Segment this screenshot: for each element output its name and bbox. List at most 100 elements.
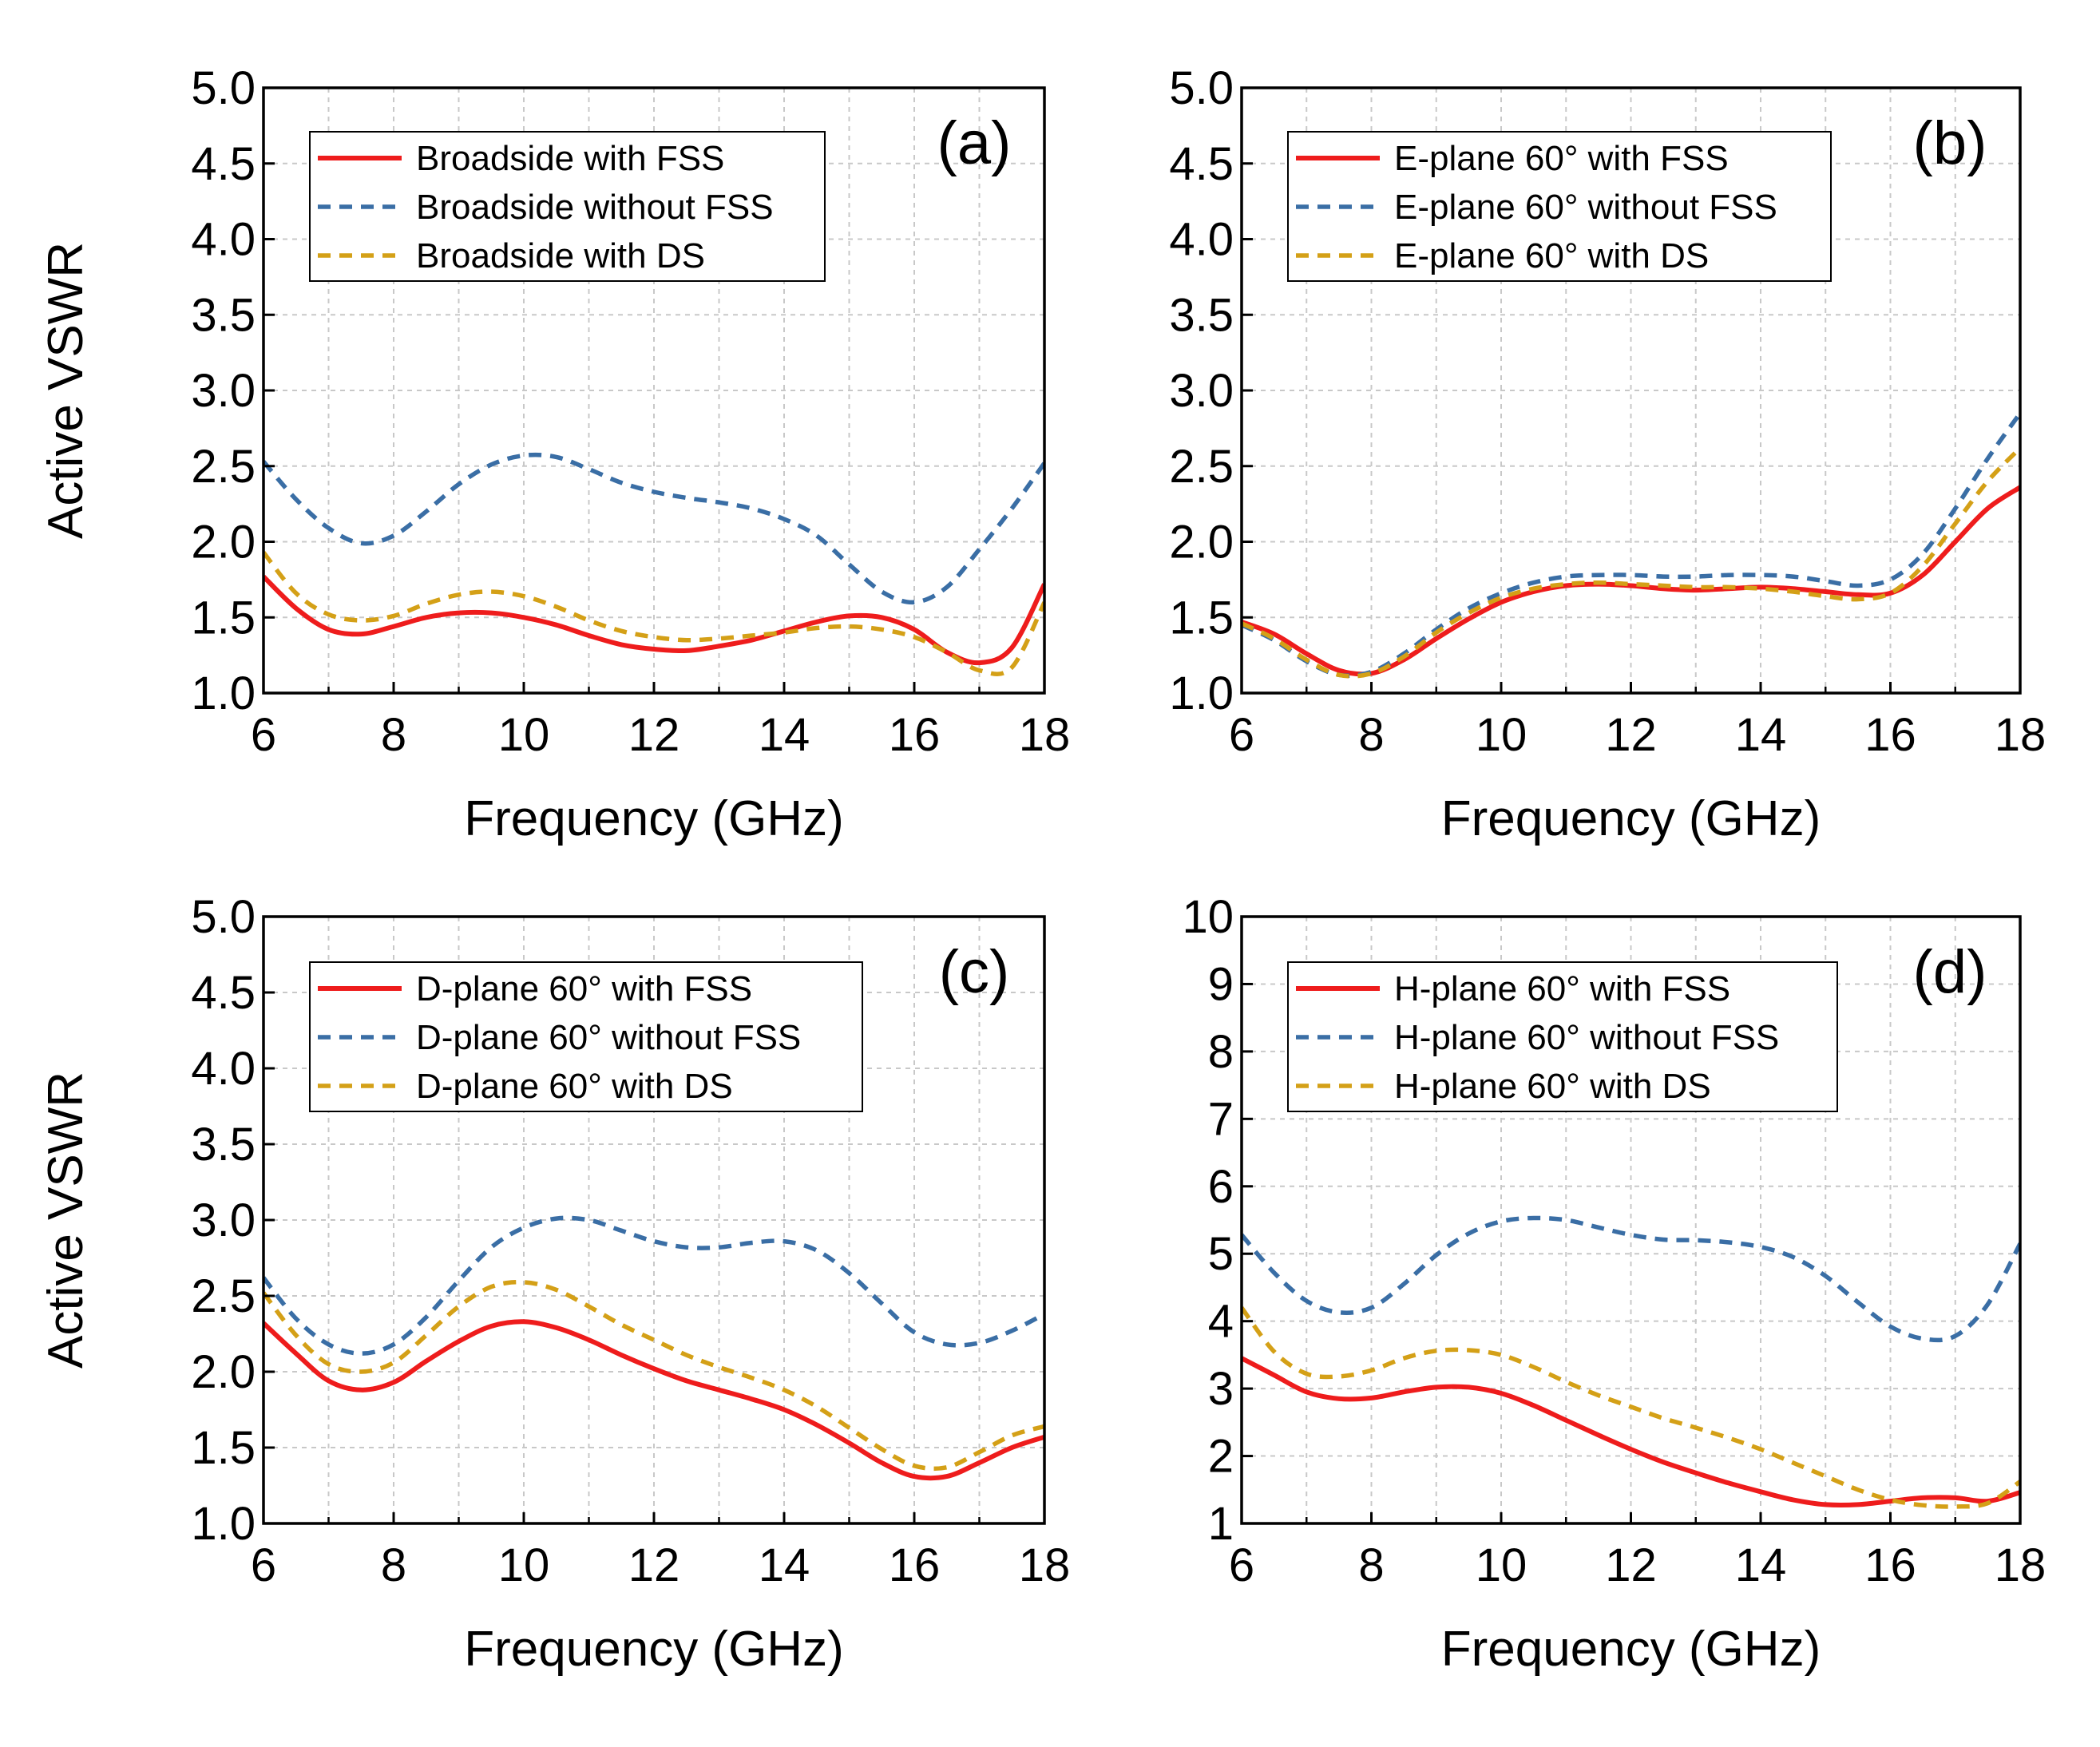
legend-entry: H-plane 60° with DS xyxy=(1394,1067,1711,1106)
x-tick-label: 14 xyxy=(1735,709,1787,761)
series-line xyxy=(263,1215,1044,1356)
series-line xyxy=(263,551,1044,676)
y-tick-label: 4.0 xyxy=(1169,214,1234,266)
y-tick-label: 1.0 xyxy=(1169,668,1234,719)
x-tick-label: 12 xyxy=(1605,709,1657,761)
x-tick-label: 18 xyxy=(1019,1539,1071,1591)
y-tick-label: 3.0 xyxy=(191,1194,256,1246)
y-tick-label: 4.0 xyxy=(191,1043,256,1095)
y-tick-label: 6 xyxy=(1208,1161,1234,1213)
series-line xyxy=(263,1319,1044,1481)
x-tick-label: 12 xyxy=(1605,1539,1657,1591)
y-tick-label: 1.0 xyxy=(191,1498,256,1550)
x-tick-label: 14 xyxy=(1735,1539,1787,1591)
y-tick-label: 2.5 xyxy=(1169,441,1234,493)
legend: E-plane 60° with FSS E-plane 60° without … xyxy=(1287,131,1832,282)
series-line xyxy=(1242,485,2020,677)
legend-entry: D-plane 60° with FSS xyxy=(416,969,752,1008)
legend: Broadside with FSS Broadside without FSS B… xyxy=(309,131,826,282)
series-line xyxy=(263,574,1044,666)
series-line xyxy=(1242,1356,2020,1507)
y-tick-label: 3.5 xyxy=(191,1119,256,1171)
y-tick-label: 1.5 xyxy=(191,1422,256,1474)
legend-entry: Broadside without FSS xyxy=(416,188,774,227)
legend-entry: D-plane 60° without FSS xyxy=(416,1018,801,1057)
series-line xyxy=(263,1280,1044,1472)
y-tick-label: 3.0 xyxy=(191,365,256,417)
x-tick-label: 6 xyxy=(1229,1539,1254,1591)
y-axis-title: Active VSWR xyxy=(38,242,93,539)
y-tick-label: 4.5 xyxy=(191,138,256,190)
series-line xyxy=(1242,411,2020,679)
legend-entry: E-plane 60° with DS xyxy=(1394,236,1709,275)
panel-label: (c) xyxy=(939,938,1010,1006)
legend: H-plane 60° with FSS H-plane 60° without … xyxy=(1287,961,1838,1112)
legend-box xyxy=(309,961,863,1112)
y-tick-label: 1.0 xyxy=(191,668,256,719)
y-tick-label: 4 xyxy=(1208,1296,1234,1348)
y-tick-label: 7 xyxy=(1208,1093,1234,1145)
y-tick-label: 2.0 xyxy=(1169,517,1234,568)
x-tick-label: 8 xyxy=(381,709,406,761)
x-tick-label: 10 xyxy=(498,709,550,761)
y-tick-label: 4.0 xyxy=(191,214,256,266)
panel-label: (d) xyxy=(1913,938,1987,1006)
y-tick-label: 2.0 xyxy=(191,1346,256,1398)
y-tick-label: 2.5 xyxy=(191,441,256,493)
y-tick-label: 5.0 xyxy=(1169,62,1234,114)
x-tick-label: 14 xyxy=(759,709,810,761)
x-axis-title: Frequency (GHz) xyxy=(464,791,843,846)
y-tick-label: 5.0 xyxy=(191,62,256,114)
x-tick-label: 8 xyxy=(1358,709,1384,761)
x-axis-title: Frequency (GHz) xyxy=(464,1622,843,1677)
x-tick-label: 14 xyxy=(759,1539,810,1591)
x-tick-label: 8 xyxy=(1358,1539,1384,1591)
y-tick-label: 3.5 xyxy=(191,289,256,341)
legend-entry: E-plane 60° with FSS xyxy=(1394,139,1729,178)
x-tick-label: 18 xyxy=(1995,709,2047,761)
y-tick-label: 1 xyxy=(1208,1498,1234,1550)
x-tick-label: 18 xyxy=(1995,1539,2047,1591)
x-tick-label: 8 xyxy=(381,1539,406,1591)
x-tick-label: 16 xyxy=(889,709,941,761)
y-tick-label: 3.0 xyxy=(1169,365,1234,417)
series-line xyxy=(1242,1306,2020,1509)
y-tick-label: 4.5 xyxy=(1169,138,1234,190)
chart-panel: 6 8 10 12 14 16 18 1.0 1.5 2.0 2.5 3.0 3.5 4.0 4.5 5.0 F… xyxy=(1169,62,2046,846)
y-tick-label: 5.0 xyxy=(191,891,256,943)
legend-entry: Broadside with DS xyxy=(416,236,705,275)
panel-label: (a) xyxy=(937,109,1012,177)
legend-entry: Broadside with FSS xyxy=(416,139,724,178)
y-tick-label: 10 xyxy=(1182,891,1234,943)
x-tick-label: 6 xyxy=(1229,709,1254,761)
y-tick-label: 2.5 xyxy=(191,1270,256,1322)
x-axis-title: Frequency (GHz) xyxy=(1441,1622,1821,1677)
legend: D-plane 60° with FSS D-plane 60° without … xyxy=(309,961,863,1112)
y-tick-label: 5 xyxy=(1208,1228,1234,1280)
x-tick-label: 10 xyxy=(1476,1539,1527,1591)
x-tick-label: 10 xyxy=(498,1539,550,1591)
y-tick-label: 3.5 xyxy=(1169,289,1234,341)
legend-entry: H-plane 60° with FSS xyxy=(1394,969,1730,1008)
x-tick-label: 16 xyxy=(1864,709,1916,761)
chart-panel: 6 8 10 12 14 16 18 1.0 1.5 2.0 2.5 3.0 3.5 4.0 4.5 5.0 F… xyxy=(38,62,1070,846)
series-line xyxy=(263,452,1044,605)
x-axis-title: Frequency (GHz) xyxy=(1441,791,1821,846)
x-tick-label: 12 xyxy=(628,709,680,761)
x-tick-label: 16 xyxy=(1864,1539,1916,1591)
y-tick-label: 1.5 xyxy=(1169,592,1234,644)
series-line xyxy=(1242,1215,2020,1343)
x-tick-label: 12 xyxy=(628,1539,680,1591)
x-tick-label: 6 xyxy=(251,709,276,761)
x-tick-label: 16 xyxy=(889,1539,941,1591)
panel-label: (b) xyxy=(1913,109,1987,177)
y-tick-label: 1.5 xyxy=(191,592,256,644)
y-tick-label: 8 xyxy=(1208,1026,1234,1078)
x-tick-label: 18 xyxy=(1019,709,1071,761)
x-tick-label: 10 xyxy=(1476,709,1527,761)
legend-entry: D-plane 60° with DS xyxy=(416,1067,733,1106)
legend-entry: E-plane 60° without FSS xyxy=(1394,188,1777,227)
chart-panel: 6 8 10 12 14 16 18 1.0 1.5 2.0 2.5 3.0 3.5 4.0 4.5 5.0 F… xyxy=(38,891,1070,1677)
